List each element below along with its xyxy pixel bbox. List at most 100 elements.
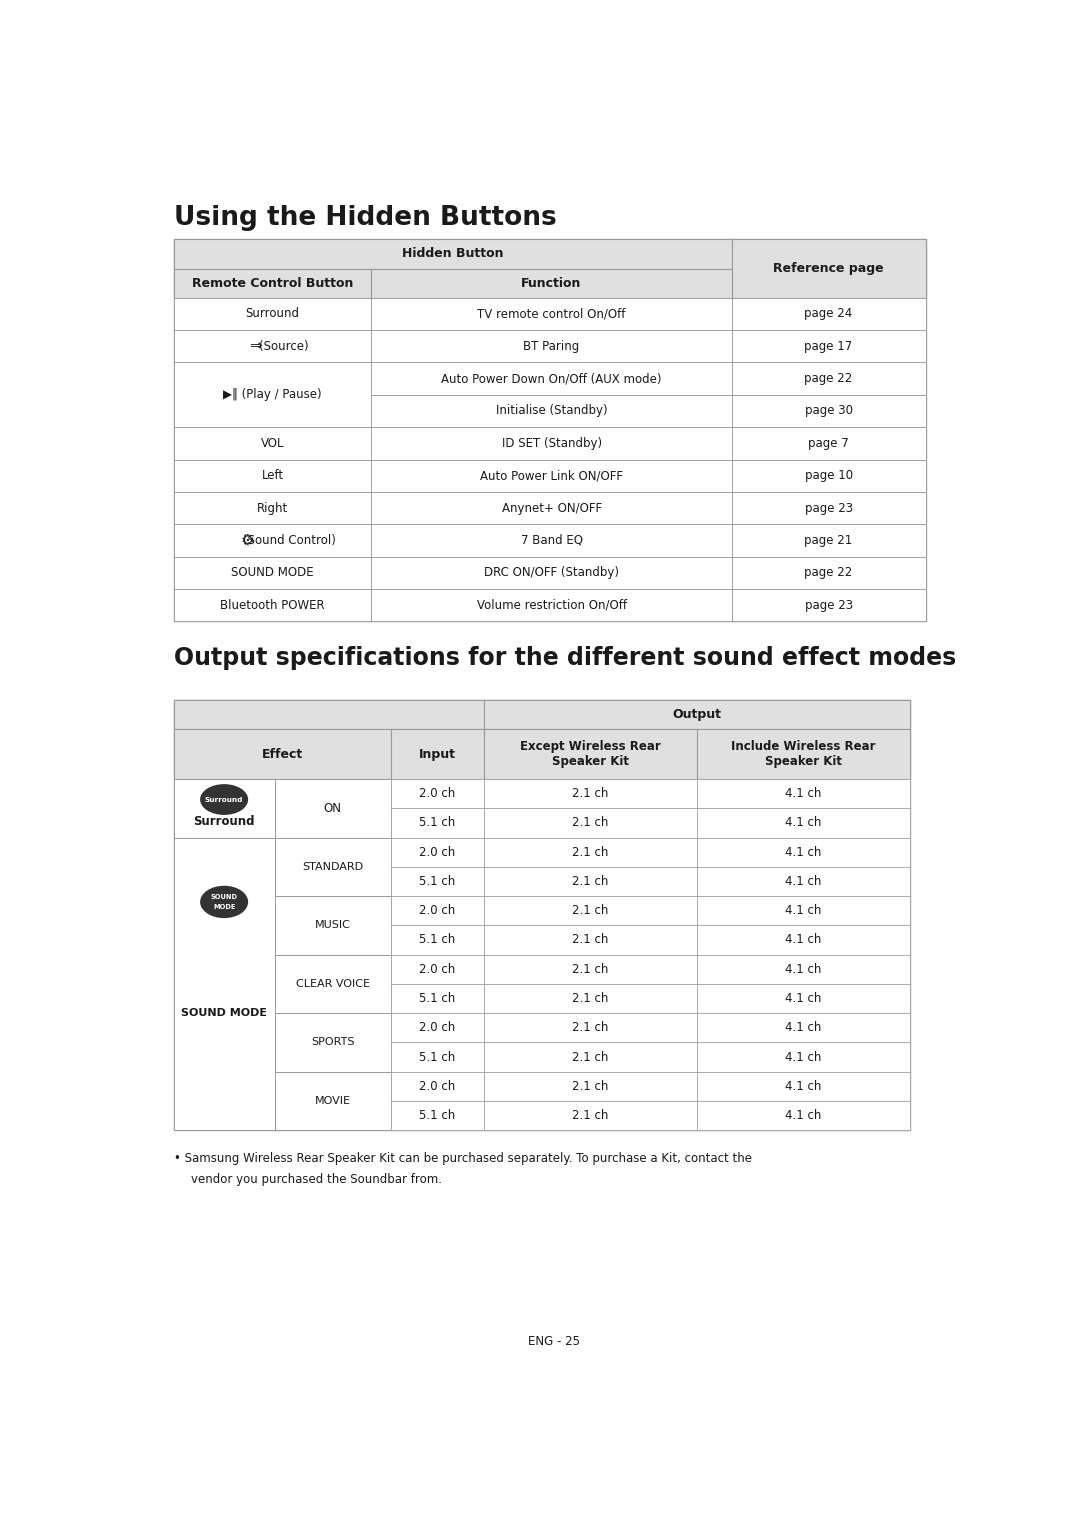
Bar: [174, 700, 484, 729]
Bar: [372, 395, 732, 427]
Text: MODE: MODE: [213, 904, 235, 910]
Text: Initialise (Standby): Initialise (Standby): [496, 404, 607, 418]
Bar: [372, 524, 732, 556]
Text: ID SET (Standby): ID SET (Standby): [501, 437, 602, 450]
Text: 5.1 ch: 5.1 ch: [419, 1051, 456, 1063]
Bar: [174, 780, 274, 838]
Text: 2.0 ch: 2.0 ch: [419, 904, 456, 918]
Bar: [391, 1102, 484, 1131]
Text: 2.1 ch: 2.1 ch: [572, 1109, 608, 1121]
Text: 2.1 ch: 2.1 ch: [572, 846, 608, 859]
Bar: [697, 984, 910, 1013]
Bar: [484, 896, 697, 925]
Text: 4.1 ch: 4.1 ch: [785, 875, 822, 889]
Text: 2.1 ch: 2.1 ch: [572, 962, 608, 976]
Bar: [174, 239, 732, 268]
Text: 4.1 ch: 4.1 ch: [785, 933, 822, 947]
Text: ON: ON: [324, 801, 341, 815]
Bar: [697, 729, 910, 780]
Bar: [697, 867, 910, 896]
Bar: [732, 395, 926, 427]
Text: 2.1 ch: 2.1 ch: [572, 993, 608, 1005]
Bar: [174, 700, 910, 1131]
Bar: [372, 588, 732, 620]
Ellipse shape: [200, 885, 248, 918]
Text: Input: Input: [419, 748, 456, 760]
Text: Except Wireless Rear
Speaker Kit: Except Wireless Rear Speaker Kit: [519, 740, 661, 768]
Text: 2.1 ch: 2.1 ch: [572, 817, 608, 829]
Bar: [484, 1102, 697, 1131]
Bar: [484, 954, 697, 984]
Bar: [391, 925, 484, 954]
Bar: [174, 297, 372, 329]
Bar: [174, 729, 391, 780]
Bar: [372, 492, 732, 524]
Text: Hidden Button: Hidden Button: [402, 247, 503, 260]
Text: 5.1 ch: 5.1 ch: [419, 817, 456, 829]
Bar: [391, 780, 484, 809]
Text: 4.1 ch: 4.1 ch: [785, 904, 822, 918]
Text: 2.0 ch: 2.0 ch: [419, 787, 456, 800]
Bar: [484, 1013, 697, 1042]
Text: Left: Left: [261, 469, 284, 483]
Text: 5.1 ch: 5.1 ch: [419, 933, 456, 947]
Text: page 23: page 23: [805, 501, 853, 515]
Text: 2.0 ch: 2.0 ch: [419, 962, 456, 976]
Text: SOUND MODE: SOUND MODE: [181, 1008, 267, 1019]
Bar: [732, 556, 926, 588]
Text: MUSIC: MUSIC: [314, 921, 351, 930]
Bar: [372, 297, 732, 329]
Bar: [697, 1072, 910, 1102]
Bar: [174, 427, 372, 460]
Text: (Source): (Source): [259, 340, 309, 352]
Bar: [697, 838, 910, 867]
Text: TV remote control On/Off: TV remote control On/Off: [477, 308, 625, 320]
Bar: [274, 896, 391, 954]
Text: (Sound Control): (Sound Control): [243, 533, 336, 547]
Text: ⚙: ⚙: [241, 533, 255, 548]
Bar: [174, 239, 926, 620]
Text: ▶‖ (Play / Pause): ▶‖ (Play / Pause): [224, 388, 322, 401]
Text: 2.1 ch: 2.1 ch: [572, 933, 608, 947]
Text: vendor you purchased the Soundbar from.: vendor you purchased the Soundbar from.: [191, 1174, 442, 1186]
Text: Remote Control Button: Remote Control Button: [192, 277, 353, 290]
Text: 4.1 ch: 4.1 ch: [785, 787, 822, 800]
Bar: [697, 780, 910, 809]
Ellipse shape: [200, 784, 248, 815]
Bar: [484, 780, 697, 809]
Bar: [732, 427, 926, 460]
Bar: [274, 1072, 391, 1131]
Bar: [174, 838, 274, 1131]
Bar: [391, 954, 484, 984]
Bar: [391, 838, 484, 867]
Bar: [372, 427, 732, 460]
Bar: [732, 363, 926, 395]
Bar: [372, 268, 732, 297]
Bar: [274, 954, 391, 1013]
Text: 2.0 ch: 2.0 ch: [419, 1022, 456, 1034]
Bar: [484, 700, 910, 729]
Text: 5.1 ch: 5.1 ch: [419, 1109, 456, 1121]
Bar: [174, 524, 372, 556]
Text: 4.1 ch: 4.1 ch: [785, 817, 822, 829]
Text: Surround: Surround: [245, 308, 299, 320]
Bar: [484, 1042, 697, 1072]
Text: 2.1 ch: 2.1 ch: [572, 1080, 608, 1092]
Bar: [697, 954, 910, 984]
Text: SOUND MODE: SOUND MODE: [231, 567, 314, 579]
Bar: [372, 363, 732, 395]
Text: Function: Function: [522, 277, 582, 290]
Text: 4.1 ch: 4.1 ch: [785, 962, 822, 976]
Text: STANDARD: STANDARD: [302, 863, 363, 872]
Text: VOL: VOL: [260, 437, 284, 450]
Bar: [697, 1042, 910, 1072]
Text: Effect: Effect: [261, 748, 302, 760]
Text: 4.1 ch: 4.1 ch: [785, 993, 822, 1005]
Text: page 21: page 21: [805, 533, 853, 547]
Bar: [484, 809, 697, 838]
Bar: [391, 867, 484, 896]
Text: Surround: Surround: [205, 797, 243, 803]
Text: BT Paring: BT Paring: [524, 340, 580, 352]
Text: 4.1 ch: 4.1 ch: [785, 846, 822, 859]
Bar: [484, 729, 697, 780]
